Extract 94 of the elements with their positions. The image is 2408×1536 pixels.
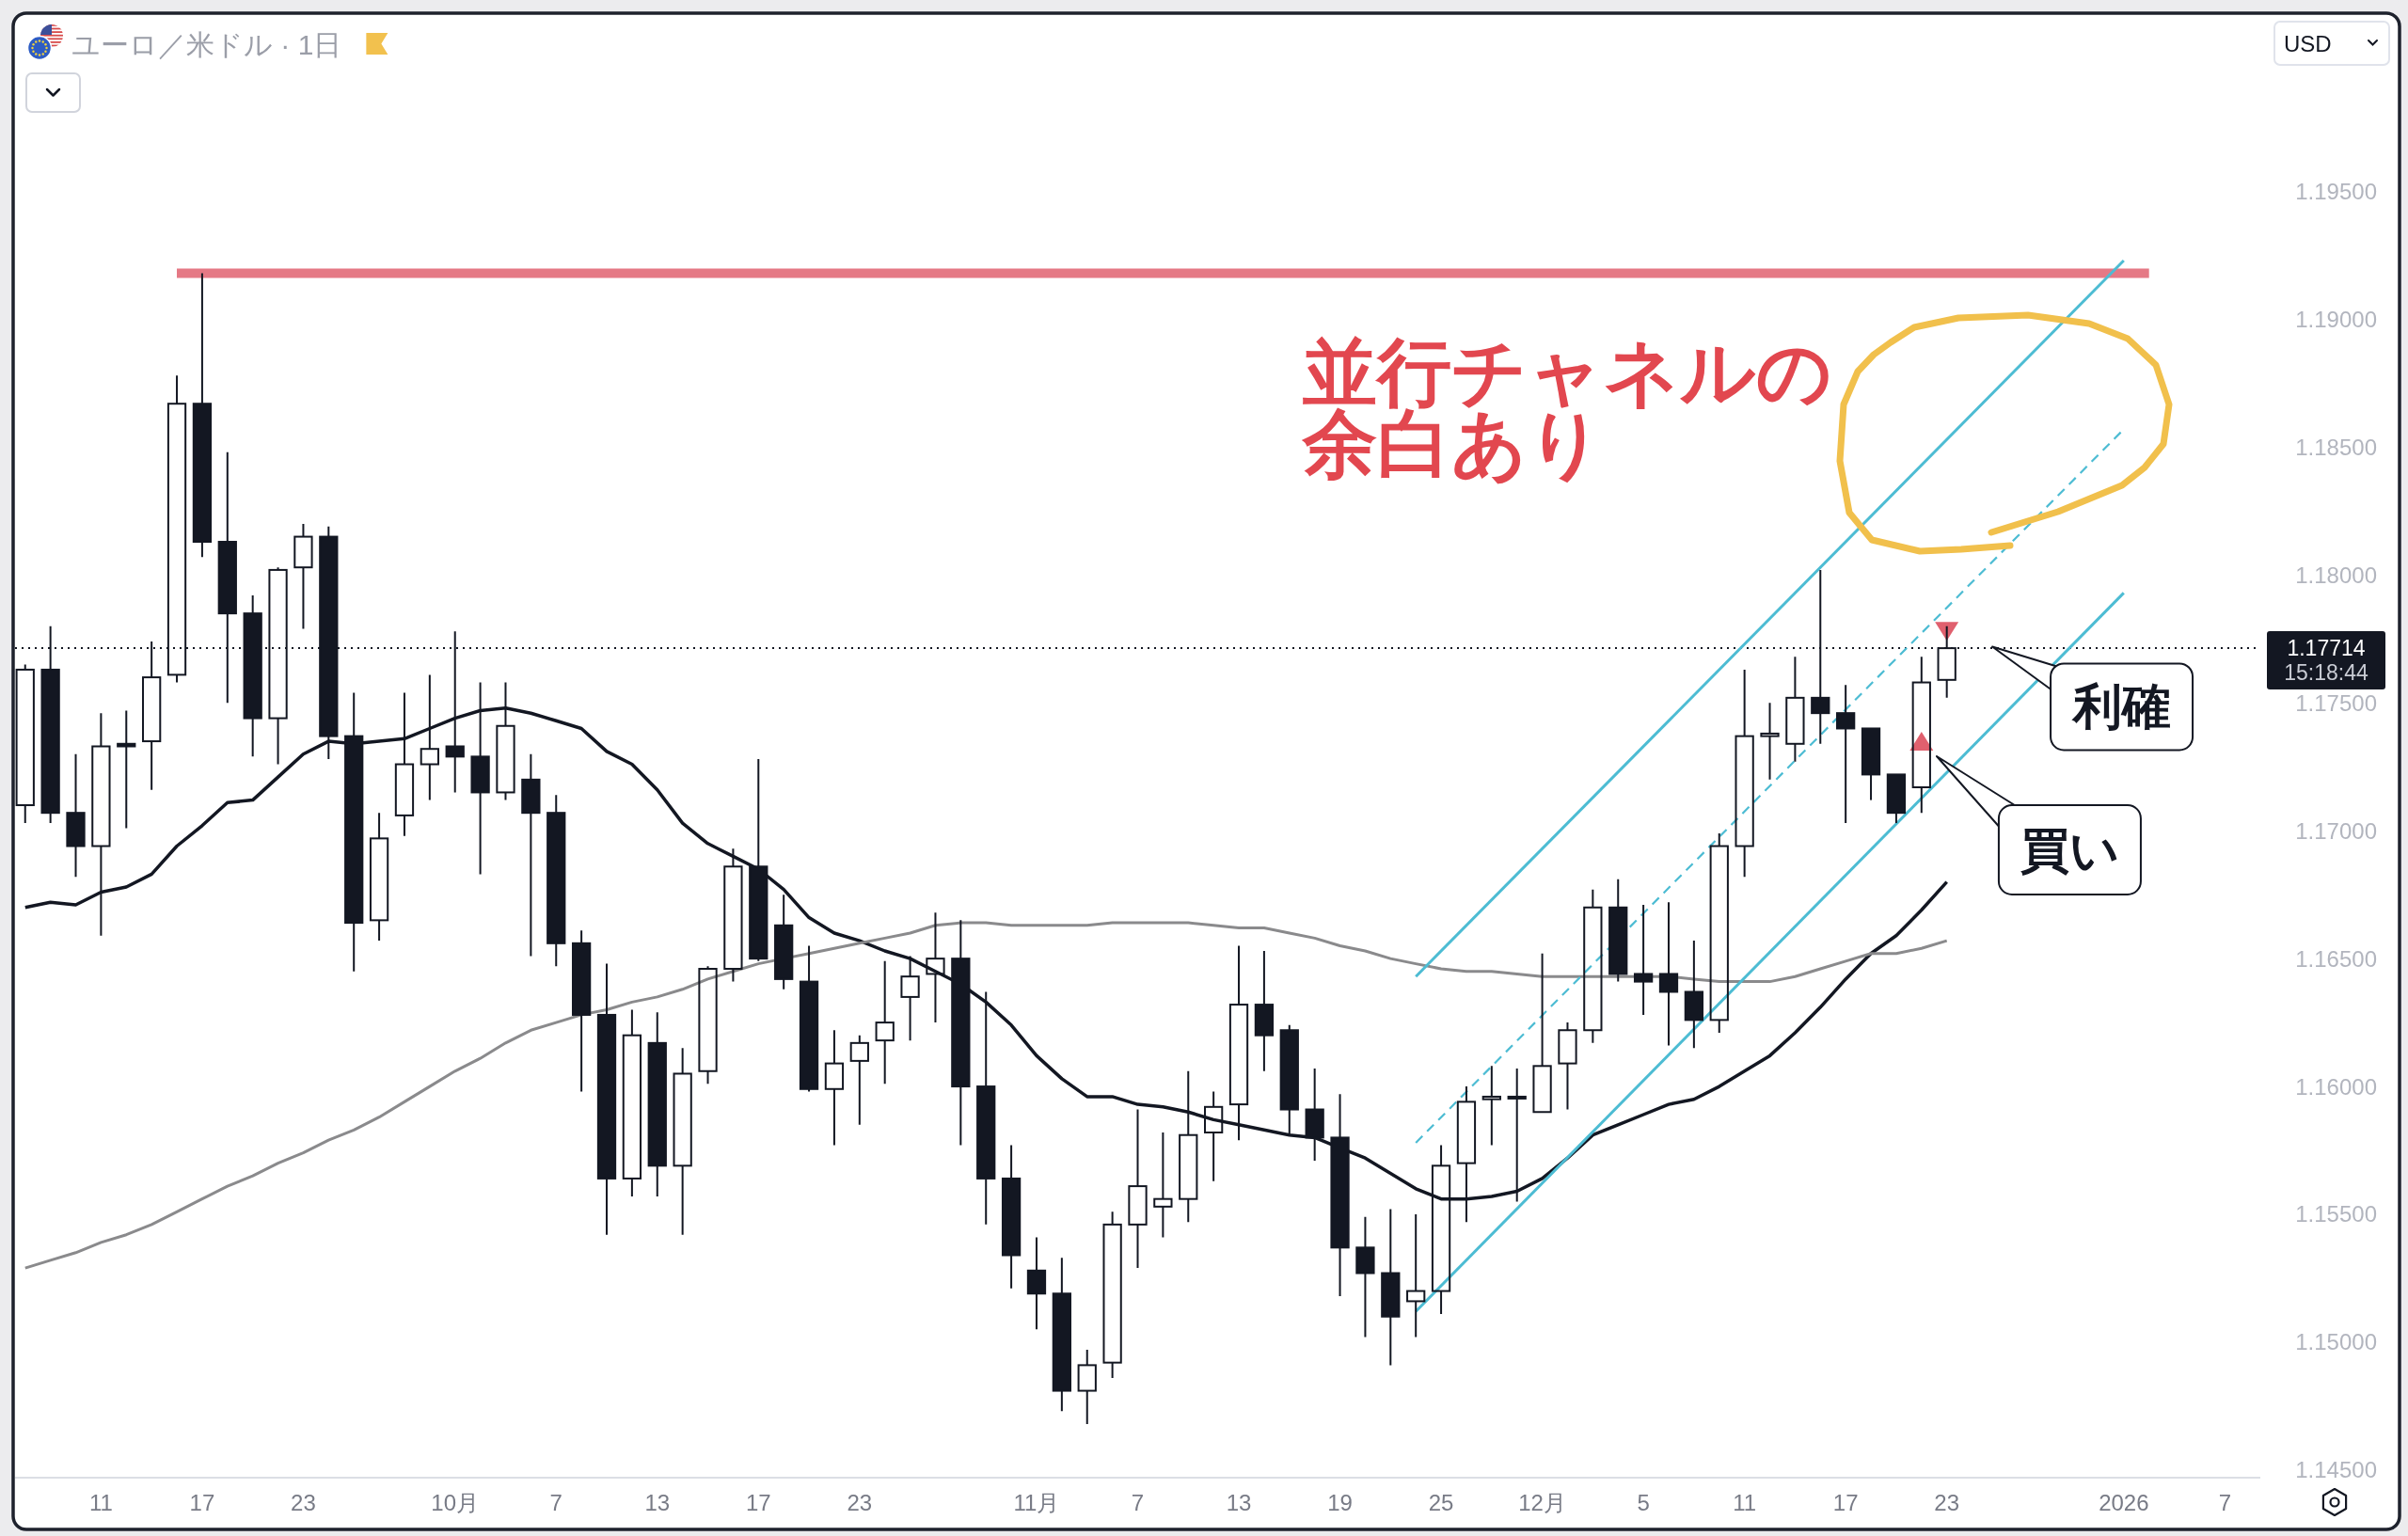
x-tick-label: 17 [1832, 1489, 1859, 1515]
x-tick-label: 11月 [1013, 1489, 1060, 1515]
candlestick [91, 712, 111, 937]
candlestick [799, 944, 819, 1093]
x-tick-label: 13 [1226, 1489, 1252, 1515]
candlestick [1633, 904, 1654, 1016]
candlestick [521, 752, 541, 958]
x-tick-label: 25 [1428, 1489, 1454, 1515]
x-tick-label: 10月 [431, 1489, 480, 1515]
candlestick [1001, 1144, 1022, 1290]
candlestick [849, 1034, 869, 1126]
candlestick [875, 959, 895, 1085]
y-tick-label: 1.17000 [2295, 817, 2377, 844]
candlestick [749, 758, 768, 962]
candlestick [1608, 878, 1628, 983]
x-tick-label: 7 [1131, 1489, 1145, 1515]
candlestick [622, 1008, 642, 1197]
candlestick [1709, 831, 1729, 1034]
candlestick [1735, 668, 1754, 879]
candlestick [1836, 684, 1856, 825]
candlestick [1406, 1212, 1426, 1338]
line-series [24, 921, 1949, 1270]
x-tick-label: 2026 [2099, 1489, 2149, 1515]
candlestick [1532, 952, 1552, 1114]
candlestick [1811, 568, 1830, 745]
candlestick [66, 752, 86, 879]
annotation: 利確 [2070, 679, 2171, 735]
y-tick-label: 1.14500 [2295, 1457, 2377, 1483]
y-tick-label: 1.17500 [2295, 689, 2377, 716]
y-tick-label: 1.19000 [2295, 307, 2377, 333]
candlestick [951, 919, 971, 1147]
x-tick-label: 5 [1637, 1489, 1650, 1515]
candlestick [1128, 1108, 1148, 1270]
candlestick [774, 894, 794, 990]
candlestick [1254, 949, 1275, 1072]
y-axis-title: USD [2284, 30, 2332, 56]
candlestick [192, 272, 213, 559]
y-tick-label: 1.18000 [2295, 562, 2377, 588]
x-tick-label: 17 [745, 1489, 771, 1515]
x-tick-label: 23 [291, 1489, 316, 1515]
candlestick [1355, 1215, 1375, 1338]
candlestick [926, 911, 945, 1024]
candlestick [1279, 1023, 1299, 1136]
candlestick [117, 709, 136, 830]
candlestick [673, 1047, 692, 1236]
candlestick [723, 847, 743, 983]
ref-line-label: 1.17714 15:18:44 [2284, 636, 2368, 686]
candlestick [15, 663, 35, 825]
candlestick [1381, 1208, 1401, 1367]
candlestick [1760, 702, 1780, 781]
x-tick-label: 23 [847, 1489, 873, 1515]
candlestick [1583, 888, 1603, 1044]
candlestick [1558, 1021, 1577, 1111]
candlestick [1153, 1132, 1173, 1239]
candlestick [1481, 1065, 1501, 1147]
candlestick [547, 794, 566, 968]
annotation: 並行チャネルの余白あり [1301, 330, 1832, 485]
candlestick [1026, 1236, 1047, 1331]
candlestick [1658, 901, 1679, 1047]
y-tick-label: 1.16500 [2295, 945, 2377, 972]
candlestick [1886, 773, 1907, 825]
x-tick-label: 7 [2218, 1489, 2232, 1515]
x-tick-label: 19 [1327, 1489, 1353, 1515]
candlestick [1684, 940, 1704, 1050]
y-tick-label: 1.16000 [2295, 1073, 2377, 1100]
x-tick-label: 13 [644, 1489, 671, 1515]
x-tick-label: 23 [1934, 1489, 1960, 1515]
x-tick-label: 7 [549, 1489, 562, 1515]
y-tick-label: 1.18500 [2295, 434, 2377, 460]
candlestick [571, 929, 592, 1093]
candlestick [647, 1011, 667, 1197]
candlestick [1102, 1211, 1122, 1379]
candlestick [1861, 727, 1881, 801]
y-tick-label: 1.15000 [2295, 1329, 2377, 1355]
candlestick [900, 955, 920, 1042]
candlestick [1785, 656, 1805, 763]
candlestick [1052, 1257, 1071, 1413]
candlestick [596, 962, 617, 1236]
x-tick-label: 12月 [1518, 1489, 1566, 1515]
candlestick [293, 522, 313, 630]
candlestick [243, 594, 262, 758]
candlestick [1204, 1090, 1224, 1182]
candlestick [1305, 1068, 1324, 1162]
y-tick-label: 1.19500 [2295, 179, 2377, 205]
candlestick [1077, 1349, 1097, 1425]
candlestick [1228, 944, 1249, 1142]
y-tick-label: 1.15500 [2295, 1201, 2377, 1227]
x-tick-label: 17 [189, 1489, 215, 1515]
candlestick [369, 812, 389, 942]
candlestick [824, 1029, 845, 1147]
annotation: 買い [2020, 822, 2119, 878]
text: ユーロ／米ドル · 1日 [71, 28, 342, 60]
x-tick-label: 11 [88, 1489, 113, 1515]
x-tick-label: 11 [1733, 1489, 1757, 1515]
